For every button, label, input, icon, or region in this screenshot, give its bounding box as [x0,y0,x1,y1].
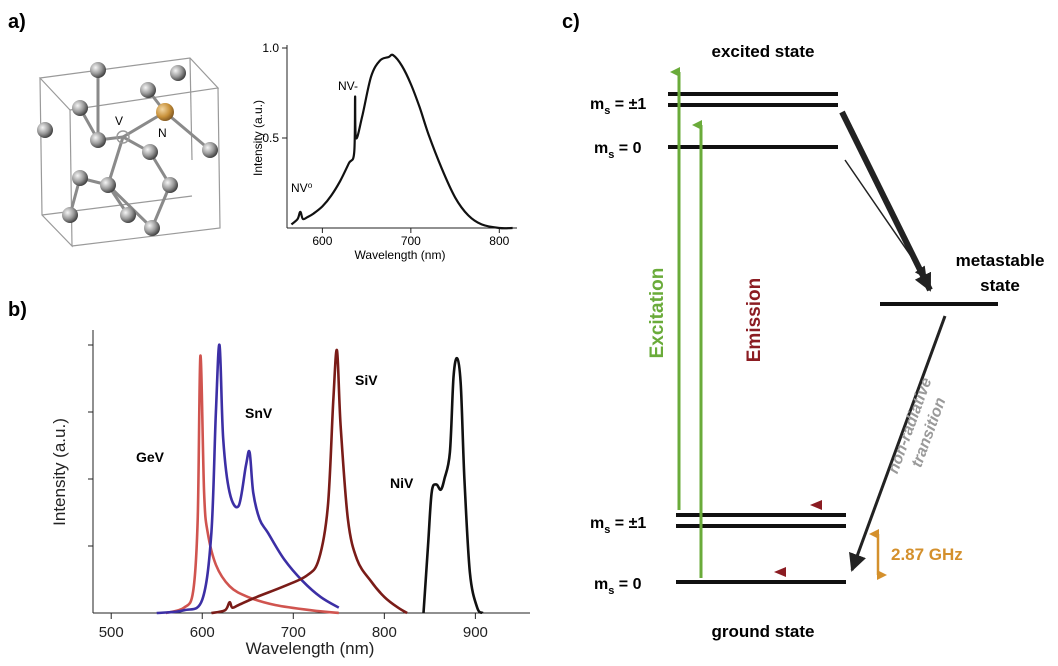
nitrogen-label: N [158,126,167,140]
vacancy-site [116,130,130,144]
carbon-atom [120,207,136,223]
carbon-atom [144,220,160,236]
carbon-atom [142,144,158,160]
nv-y-tick-label: 1.0 [262,41,279,55]
metastable-title-2: state [980,276,1020,295]
nv-x-tick-label: 800 [489,234,509,248]
cc-x-axis-label: Wavelength (nm) [246,639,375,658]
isc-arrow-0 [844,159,927,279]
metastable-title-1: metastable [956,251,1045,270]
series-line-siv [211,348,408,615]
nv-x-tick-label: 600 [312,234,332,248]
nv-spectrum-line [290,53,513,230]
cc-x-tick-label: 700 [281,624,306,641]
siv-label: SiV [355,372,378,388]
carbon-atom [37,122,53,138]
diamond-lattice-illustration: V N [37,57,221,248]
carbon-atom [62,207,78,223]
cc-x-tick-label: 900 [463,624,488,641]
carbon-atom [100,177,116,193]
nv-minus-annotation: NV- [338,79,358,93]
carbon-atom [72,100,88,116]
carbon-atom [162,177,178,193]
nv-x-tick-label: 700 [401,234,421,248]
excitation-label: Excitation [647,268,668,359]
ground-state-title: ground state [712,622,815,641]
cc-x-tick-label: 600 [190,624,215,641]
isc-arrow-pm1 [839,110,933,292]
non-radiative-label: non-radiative transition [885,376,949,476]
nv-spectrum-chart: Intensity (a.u.) Wavelength (nm) 600 700 8… [251,41,517,262]
carbon-atoms [37,62,218,236]
niv-label: NiV [390,475,414,491]
cc-x-ticks: 500 600 700 800 900 [99,613,488,641]
nitrogen-atom [156,103,174,121]
snv-label: SnV [245,405,273,421]
cc-x-tick-label: 500 [99,624,124,641]
energy-level-diagram: excited state ground state metastable st… [590,42,1044,641]
nv-y-axis-label: Intensity (a.u.) [251,100,265,176]
panel-a-label: a) [8,11,26,33]
nv-zero-annotation: NV⁰ [291,181,313,195]
carbon-atom [140,82,156,98]
energy-levels [668,92,998,584]
cc-series-group [156,343,484,615]
gev-label: GeV [136,449,165,465]
series-line-gev [165,354,339,615]
vacancy-label: V [115,114,123,128]
zero-field-splitting-label: 2.87 GHz [891,545,963,564]
excited-state-title: excited state [712,42,815,61]
excited-ms-pm1-label: ms = ±1 [590,96,646,117]
ground-ms-0-label: ms = 0 [594,576,642,597]
color-center-spectra-chart: Intensity (a.u.) Wavelength (nm) 500 600 7… [50,330,530,658]
carbon-atom [170,65,186,81]
nv-x-axis-label: Wavelength (nm) [355,248,446,262]
cc-y-ticks [88,344,93,547]
carbon-atom [90,132,106,148]
series-line-snv [156,343,340,615]
emission-label: Emission [744,278,765,362]
nv-y-tick-label: 0.5 [262,131,279,145]
carbon-atom [72,170,88,186]
nv-ticks: 600 700 800 0.5 1.0 [262,41,509,248]
cc-x-tick-label: 800 [372,624,397,641]
panel-b-label: b) [8,299,27,321]
ground-ms-pm1-label: ms = ±1 [590,515,646,536]
panel-c-label: c) [562,11,580,33]
non-radiative-arrow [849,315,947,572]
lattice-bonds [68,68,212,230]
excited-ms-0-label: ms = 0 [594,140,642,161]
carbon-atom [90,62,106,78]
cc-y-axis-label: Intensity (a.u.) [50,418,69,526]
series-line-niv [422,356,484,615]
carbon-atom [202,142,218,158]
